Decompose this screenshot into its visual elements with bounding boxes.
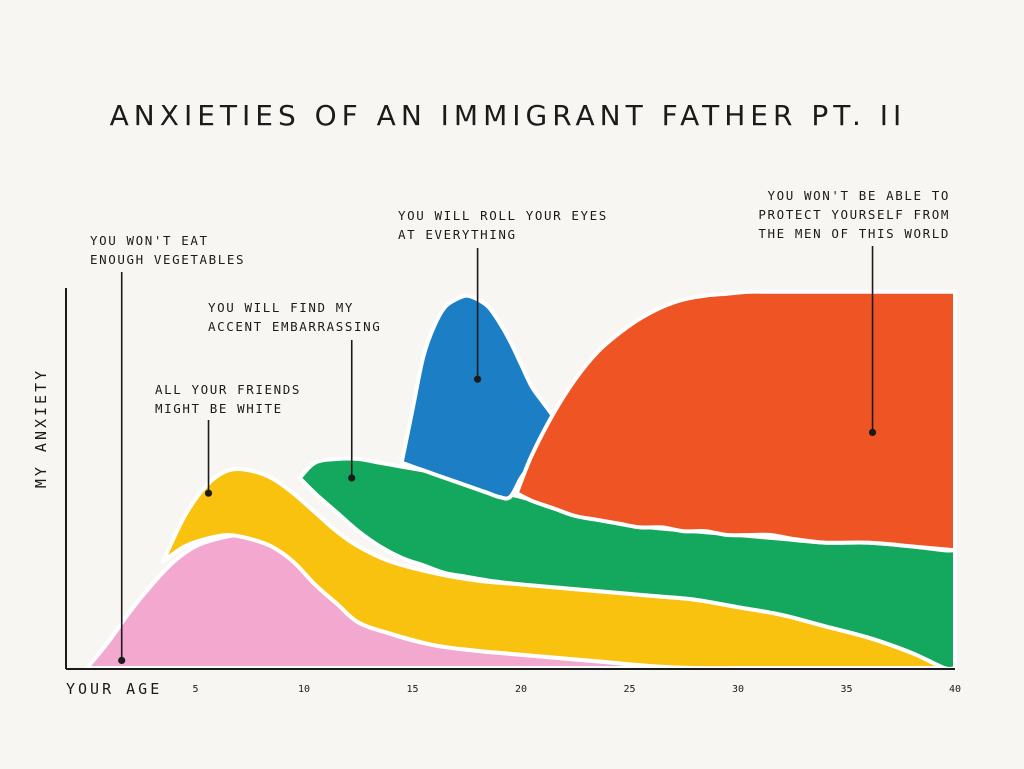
x-tick-25: 25 — [623, 684, 635, 695]
annotation-4: YOU WILL ROLL YOUR EYES AT EVERYTHING — [398, 208, 608, 242]
annotation-dot-4 — [474, 375, 482, 383]
annotation-3: YOU WILL FIND MY ACCENT EMBARRASSING — [208, 300, 381, 334]
area-series-5 — [514, 289, 957, 553]
annotation-1: YOU WON'T EAT ENOUGH VEGETABLES — [90, 233, 245, 267]
x-tick-10: 10 — [298, 684, 310, 695]
y-axis-label: MY ANXIETY — [32, 368, 50, 488]
x-tick-30: 30 — [732, 684, 744, 695]
x-tick-40: 40 — [949, 684, 961, 695]
annotation-dot-5 — [868, 428, 877, 436]
annotation-2: ALL YOUR FRIENDS MIGHT BE WHITE — [155, 382, 301, 416]
area-layers — [85, 289, 957, 672]
x-axis-label: YOUR AGE — [66, 680, 162, 698]
x-tick-35: 35 — [840, 684, 852, 695]
x-tick-labels: 5 10 15 20 25 30 35 40 — [192, 684, 961, 695]
x-tick-15: 15 — [406, 684, 418, 695]
annotations: YOU WON'T EAT ENOUGH VEGETABLES ALL YOUR F… — [90, 188, 950, 665]
annotation-5: YOU WON'T BE ABLE TO PROTECT YOURSELF FRO… — [758, 188, 950, 241]
annotation-dot-2 — [204, 489, 213, 497]
annotation-dot-3 — [348, 474, 356, 482]
x-tick-20: 20 — [515, 684, 527, 695]
x-tick-5: 5 — [192, 684, 198, 695]
chart-title: ANXIETIES OF AN IMMIGRANT FATHER PT. II — [110, 99, 907, 132]
annotation-dot-1 — [118, 656, 126, 665]
